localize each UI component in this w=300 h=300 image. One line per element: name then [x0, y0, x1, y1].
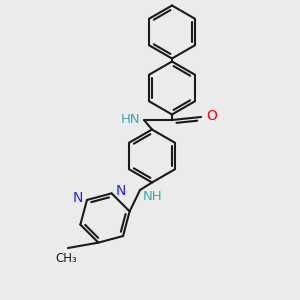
Text: CH₃: CH₃: [55, 252, 77, 265]
Text: NH: NH: [143, 190, 163, 203]
Text: N: N: [73, 191, 83, 205]
Text: N: N: [116, 184, 126, 198]
Text: HN: HN: [120, 113, 140, 126]
Text: O: O: [206, 110, 217, 124]
